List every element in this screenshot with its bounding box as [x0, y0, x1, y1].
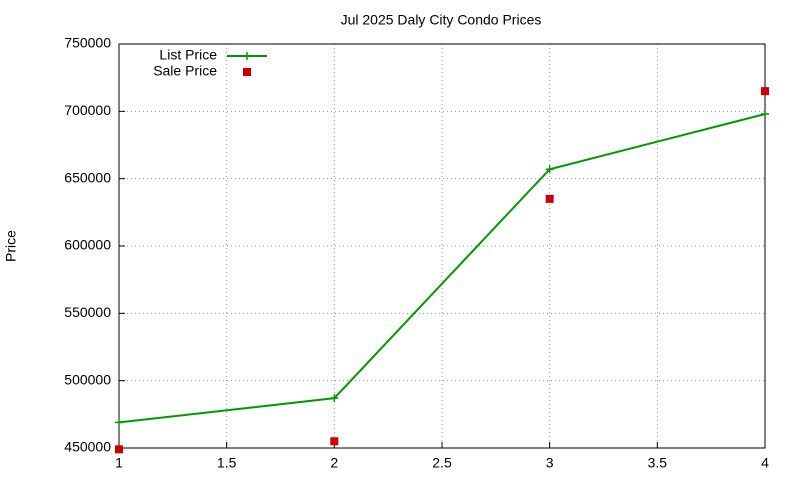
chart-title: Jul 2025 Daly City Condo Prices — [341, 12, 542, 28]
y-tick-label: 650000 — [64, 169, 111, 185]
y-tick-label: 600000 — [64, 237, 111, 253]
point-marker — [115, 418, 123, 427]
legend-label: List Price — [159, 47, 217, 63]
x-tick-label: 2 — [330, 455, 338, 471]
legend-marker — [243, 68, 251, 76]
y-tick-label: 700000 — [64, 102, 111, 118]
point-marker — [761, 110, 769, 119]
point-marker — [330, 394, 339, 403]
y-tick-label: 500000 — [64, 371, 111, 387]
y-tick-label: 450000 — [64, 439, 111, 455]
x-tick-label: 1 — [115, 455, 123, 471]
point-marker — [545, 165, 554, 174]
point-marker — [115, 445, 123, 454]
x-tick-label: 3 — [546, 455, 554, 471]
y-tick-label: 750000 — [64, 35, 111, 51]
legend-marker — [243, 52, 251, 60]
point-marker — [330, 437, 339, 446]
x-tick-label: 3.5 — [648, 455, 668, 471]
x-tick-label: 1.5 — [217, 455, 237, 471]
x-tick-label: 4 — [761, 455, 769, 471]
x-tick-label: 2.5 — [432, 455, 452, 471]
point-marker — [545, 194, 554, 203]
plot-frame — [118, 43, 766, 449]
y-axis-label: Price — [3, 230, 19, 262]
point-marker — [761, 87, 769, 96]
series-line — [118, 113, 766, 424]
y-tick-label: 550000 — [64, 304, 111, 320]
legend-label: Sale Price — [153, 63, 217, 79]
